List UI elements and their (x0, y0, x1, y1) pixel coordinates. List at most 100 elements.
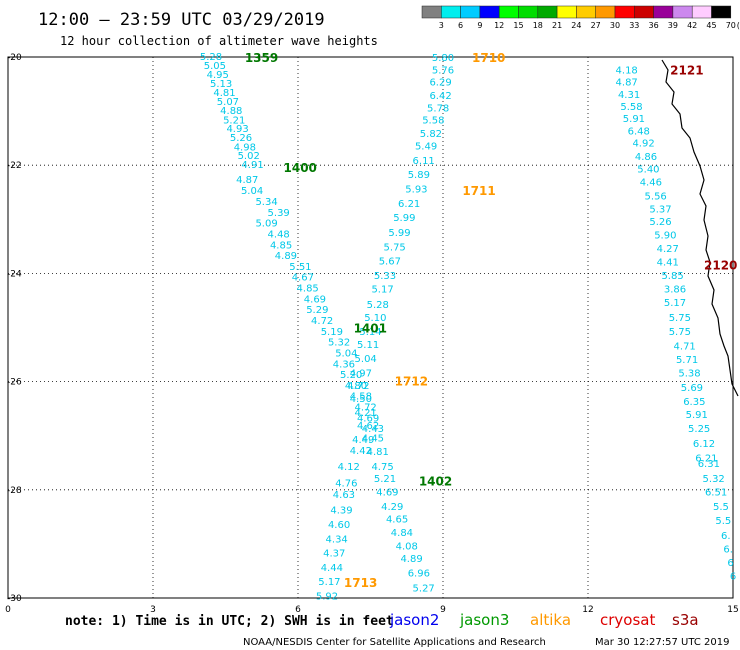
wave-height-value: 5.11 (357, 340, 379, 351)
wave-height-value: 4.44 (321, 563, 343, 574)
x-tick-label: 6 (295, 605, 301, 615)
wave-height-value: 4.63 (333, 490, 355, 501)
wave-height-value: 5.75 (669, 313, 691, 324)
plot-frame (7, 56, 734, 599)
track-id-label: 1710 (472, 51, 505, 65)
wave-height-value: 5.56 (645, 192, 667, 203)
wave-height-value: 5.04 (335, 348, 357, 359)
wave-height-value: 6.12 (693, 439, 715, 450)
wave-height-value: 5.75 (384, 242, 406, 253)
wave-height-value: 4.75 (371, 462, 393, 473)
track-id-label: 1400 (284, 161, 317, 175)
wave-height-value: 6.31 (698, 459, 720, 470)
colorbar-tick-label: 12 (494, 21, 504, 30)
y-tick-label: -22 (7, 161, 22, 171)
wave-height-value: 4.69 (357, 413, 379, 424)
plot-area: 0 3 6 9 12 15-20-22-24-26-28-305.285.054.955.… (5, 51, 739, 615)
wave-height-value: 5.29 (306, 305, 328, 316)
wave-height-value: 5.90 (654, 231, 676, 242)
colorbar-tick-label: 33 (629, 21, 639, 30)
wave-height-value: 5.10 (364, 313, 386, 324)
wave-height-value: 4.60 (328, 520, 350, 531)
colorbar-swatch (634, 5, 654, 19)
wave-height-value: 4.50 (350, 394, 372, 405)
wave-height-value: 5.99 (388, 228, 410, 239)
wave-height-value: 6.48 (628, 127, 650, 138)
track-id-label: 2120 (704, 258, 737, 272)
wave-height-value: 4.69 (304, 294, 326, 305)
wave-height-value: 5.91 (623, 114, 645, 125)
satellite-legend-jason3: jason3 (459, 611, 509, 629)
wave-height-value: 5.13 (210, 79, 232, 90)
wave-height-value: 4.95 (207, 70, 229, 81)
wave-height-value: 4.48 (268, 229, 290, 240)
y-tick-label: -30 (7, 594, 22, 604)
wave-height-value: 4.27 (657, 244, 679, 255)
wave-height-value: 6.29 (429, 77, 451, 88)
coastline (661, 59, 739, 397)
x-tick-label: 3 (150, 605, 156, 615)
colorbar-tick-label: 30 (610, 21, 620, 30)
wave-height-value: 4.84 (391, 528, 413, 539)
wave-height-value: 5.5 (715, 516, 731, 527)
wave-height-value: 4.41 (657, 258, 679, 269)
colorbar-tick-label: 42 (687, 21, 697, 30)
wave-height-value: 4.42 (350, 446, 372, 457)
wave-height-value: 5.49 (415, 141, 437, 152)
wave-height-value: 4.34 (326, 535, 348, 546)
wave-height-value: 4.93 (226, 124, 248, 135)
wave-height-value: 6. (723, 544, 733, 555)
wave-height-value: 6 (730, 571, 736, 582)
wave-height-value: 5.80 (432, 53, 454, 64)
wave-height-value: 6.21 (398, 199, 420, 210)
colorbar-tick-label: 27 (591, 21, 601, 30)
x-tick-label: 0 (5, 605, 11, 615)
wave-height-value: 5.21 (374, 474, 396, 485)
wave-height-value: 4.31 (618, 90, 640, 101)
wave-height-value: 5.82 (420, 129, 442, 140)
wave-height-value: 4.12 (338, 462, 360, 473)
colorbar-swatch (441, 5, 461, 19)
track-id-label: 1713 (344, 576, 377, 590)
wave-height-value: 4.62 (357, 421, 379, 432)
wave-height-value: 4.88 (220, 106, 242, 117)
y-tick-label: -20 (7, 53, 22, 63)
colorbar-swatch (691, 5, 712, 19)
wave-height-value: 4.72 (355, 403, 377, 414)
wave-height-value: 5.89 (408, 170, 430, 181)
y-tick-label: -24 (7, 269, 22, 279)
wave-height-value: 5.40 (637, 165, 659, 176)
wave-height-value: 5.67 (379, 256, 401, 267)
colorbar-tick-label: 6 (458, 21, 463, 30)
wave-height-value: 5.26 (230, 133, 252, 144)
colorbar-swatch (460, 5, 481, 19)
wave-height-value: 5.75 (669, 327, 691, 338)
wave-height-value: 5.5 (713, 502, 729, 513)
wave-height-value: 4.36 (333, 359, 355, 370)
wave-height-value: 5.69 (681, 383, 703, 394)
wave-height-value: 4.80 (345, 381, 367, 392)
wave-height-value: 4.49 (352, 435, 374, 446)
wave-height-value: 5.04 (241, 186, 263, 197)
colorbar-swatch (576, 5, 596, 19)
wave-height-value: 4.97 (350, 368, 372, 379)
wave-height-value: 6.35 (683, 397, 705, 408)
wave-height-value: 5.91 (686, 410, 708, 421)
colorbar-tick-label: 15 (513, 21, 523, 30)
satellite-legend-jason2: jason2 (389, 611, 439, 629)
wave-height-value: 4.85 (297, 284, 319, 295)
colorbar-swatch (421, 5, 442, 19)
track-series: 5.80 5.766.29 6.425.785.58 5.825.49 6.11 5.89… (347, 53, 454, 594)
wave-height-value: 5.85 (661, 271, 683, 282)
wave-height-value: 5.33 (374, 271, 396, 282)
y-tick-label: -26 (7, 378, 22, 388)
wave-height-value: 5.20 (340, 370, 362, 381)
wave-height-value: 4.87 (616, 77, 638, 88)
wave-height-value: 5.14 (359, 327, 381, 338)
wave-height-value: 4.69 (376, 488, 398, 499)
satellite-legend-cryosat: cryosat (600, 611, 655, 629)
wave-height-value: 4.72 (311, 316, 333, 327)
colorbar-tick-label: 21 (552, 21, 562, 30)
track-id-label: 1402 (419, 475, 452, 489)
